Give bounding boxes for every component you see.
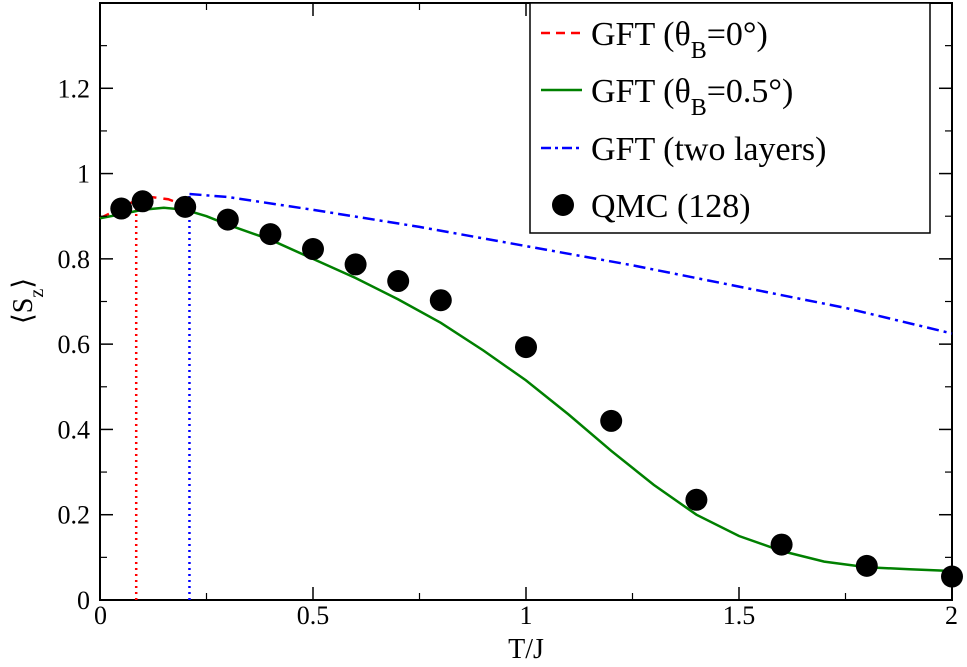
qmc-point — [941, 565, 963, 588]
x-tick-label: 0.5 — [297, 601, 330, 630]
qmc-point — [110, 197, 133, 220]
y-tick-label: 0 — [77, 586, 90, 615]
y-axis-label: ⟨Sz⟩ — [8, 278, 48, 324]
qmc-point — [429, 289, 452, 312]
y-tick-label: 1.2 — [58, 74, 91, 103]
qmc-point — [600, 409, 623, 432]
y-tick-label: 0.2 — [58, 501, 91, 530]
qmc-point — [387, 270, 410, 293]
series-line — [189, 192, 953, 335]
legend-label: GFT (two layers) — [591, 131, 826, 168]
legend: GFT (θB=0°)GFT (θB=0.5°)GFT (two layers)… — [529, 2, 931, 234]
qmc-points — [110, 190, 963, 588]
threshold-markers — [134, 194, 191, 600]
qmc-point — [770, 533, 793, 556]
legend-box — [529, 2, 931, 234]
legend-swatch — [552, 194, 574, 216]
legend-label: QMC (128) — [591, 188, 751, 225]
x-tick-label: 2 — [945, 601, 958, 630]
axis-ticks: 0 0.5 1 1.5 2 0 0.2 0.4 0.6 0.8 1 1.2 — [58, 3, 958, 630]
qmc-point — [685, 488, 708, 511]
qmc-point — [216, 208, 239, 231]
qmc-point — [259, 223, 282, 246]
x-tick-label: 1 — [520, 601, 533, 630]
qmc-point — [855, 554, 878, 577]
qmc-point — [174, 195, 197, 218]
series-line — [99, 195, 186, 220]
qmc-point — [131, 190, 154, 213]
svg-text:⟨Sz⟩: ⟨Sz⟩ — [8, 278, 48, 324]
y-tick-label: 0.6 — [58, 330, 91, 359]
qmc-point — [515, 336, 537, 359]
y-tick-label: 1 — [77, 160, 90, 189]
y-tick-label: 0.4 — [58, 415, 91, 444]
qmc-point — [344, 253, 367, 276]
x-tick-label: 0 — [94, 601, 107, 630]
y-tick-label: 0.8 — [58, 245, 91, 274]
qmc-point — [302, 238, 324, 261]
x-tick-label: 1.5 — [723, 601, 756, 630]
x-axis-label: T/J — [508, 634, 544, 665]
